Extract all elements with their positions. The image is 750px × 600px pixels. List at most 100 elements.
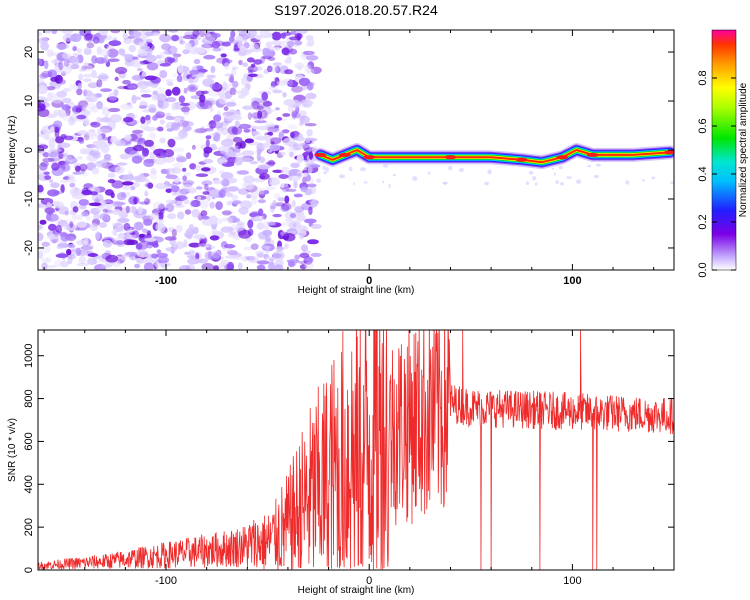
noise-blob (184, 209, 192, 215)
noise-blob (240, 87, 250, 97)
noise-blob (86, 42, 95, 49)
noise-blob (196, 65, 204, 70)
noise-blob (111, 201, 124, 207)
spectrogram-y-axis-label: Frequency (Hz) (7, 116, 18, 185)
noise-blob (222, 211, 235, 215)
noise-blob (38, 224, 44, 231)
noise-blob (191, 208, 200, 218)
noise-blob (120, 103, 134, 110)
noise-blob (59, 152, 68, 158)
noise-blob (175, 224, 183, 233)
noise-blob (225, 192, 234, 198)
noise-blob (178, 95, 186, 104)
noise-blob (171, 102, 176, 111)
noise-blob (239, 140, 246, 149)
noise-blob (78, 139, 85, 144)
noise-blob (301, 170, 309, 174)
noise-blob (185, 152, 192, 160)
noise-blob (39, 73, 49, 79)
noise-blob (237, 262, 243, 270)
noise-blob (118, 48, 126, 56)
noise-blob (66, 154, 75, 160)
noise-blob (71, 214, 84, 221)
noise-blob (47, 189, 60, 197)
noise-blob (47, 92, 57, 98)
noise-blob (38, 108, 50, 118)
noise-blob (181, 183, 194, 193)
noise-blob (197, 68, 208, 73)
noise-blob (213, 114, 222, 122)
noise-blob (155, 218, 165, 224)
noise-blob (212, 122, 223, 129)
noise-blob (287, 260, 295, 268)
noise-blob (114, 76, 119, 82)
noise-blob (92, 223, 98, 228)
noise-blob (265, 186, 276, 190)
noise-blob (299, 252, 310, 259)
noise-blob (39, 103, 46, 111)
noise-blob (201, 182, 207, 187)
noise-blob (215, 201, 223, 211)
noise-blob (224, 73, 234, 77)
noise-blob (145, 114, 151, 121)
noise-blob (176, 74, 183, 83)
noise-blob (94, 264, 107, 270)
noise-blob (209, 235, 220, 241)
noise-blob (281, 47, 290, 56)
noise-speck (427, 171, 431, 175)
noise-blob (117, 232, 125, 239)
noise-blob (181, 128, 186, 136)
noise-blob (296, 153, 304, 163)
noise-blob (112, 209, 122, 215)
noise-blob (268, 45, 275, 51)
noise-blob (72, 190, 77, 195)
noise-blob (231, 194, 239, 201)
noise-blob (175, 241, 185, 250)
noise-blob (210, 65, 216, 74)
y-tick-label: 800 (23, 389, 35, 407)
noise-blob (137, 67, 143, 72)
noise-blob (159, 51, 165, 60)
noise-blob (117, 217, 130, 223)
noise-blob (160, 168, 168, 175)
noise-blob (91, 193, 104, 203)
noise-blob (206, 74, 216, 79)
ridge-peak (338, 152, 351, 157)
noise-blob (96, 116, 102, 123)
noise-blob (201, 43, 214, 49)
noise-blob (183, 238, 188, 248)
noise-blob (85, 103, 98, 110)
noise-blob (144, 190, 149, 197)
noise-blob (195, 186, 203, 190)
noise-blob (55, 253, 69, 258)
noise-blob (232, 66, 238, 70)
noise-blob (253, 216, 261, 220)
noise-blob (55, 85, 61, 90)
noise-blob (244, 138, 254, 144)
noise-blob (282, 232, 296, 242)
noise-blob (172, 147, 185, 153)
x-tick-label: 100 (563, 575, 581, 587)
noise-blob (76, 262, 89, 267)
noise-blob (310, 187, 317, 195)
noise-blob (232, 200, 242, 205)
noise-blob (96, 75, 109, 80)
noise-blob (87, 82, 99, 89)
noise-blob (38, 85, 48, 95)
colorbar-label: Normalized spectral amplitude (738, 82, 749, 217)
noise-blob (256, 105, 264, 110)
noise-blob (159, 33, 172, 43)
noise-blob (231, 67, 236, 76)
noise-blob (157, 99, 164, 109)
noise-blob (222, 81, 227, 90)
noise-blob (225, 101, 237, 107)
ridge-peak (663, 150, 674, 155)
colorbar: 0.0 0.2 0.4 0.6 0.8 Normalized spectral ampl… (697, 29, 749, 278)
noise-blob (81, 211, 88, 217)
noise-blob (171, 167, 182, 174)
noise-blob (66, 223, 76, 231)
noise-blob (123, 37, 133, 45)
noise-blob (267, 221, 276, 226)
noise-blob (50, 59, 61, 64)
noise-blob (174, 117, 181, 123)
